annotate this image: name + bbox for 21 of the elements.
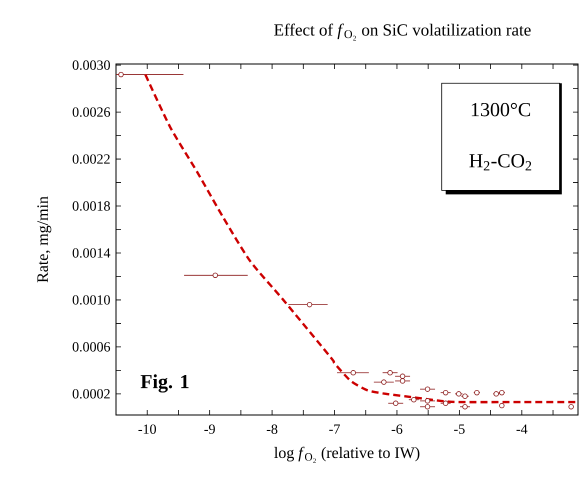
x-tick-label: -4 (516, 424, 528, 434)
y-tick-label: 0.0006 (72, 342, 110, 352)
x-tick-label: -7 (329, 424, 340, 434)
x-tick-label: -6 (392, 424, 402, 434)
x-tick-label: -10 (138, 424, 156, 434)
y-tick-label: 0.0018 (72, 201, 110, 211)
x-tick-label: -9 (204, 424, 215, 434)
y-tick-label: 0.0010 (72, 295, 110, 305)
y-tick-label: 0.0026 (72, 107, 110, 117)
y-tick-label: 0.0022 (72, 154, 110, 164)
x-tick-label: -5 (454, 424, 465, 434)
y-tick-label: 0.0002 (72, 389, 110, 399)
annotation: H$_{2}$-CO$_{2}$ (469, 154, 532, 170)
x-axis-title: log f$_{O₂}$ (relative to IW) (274, 446, 420, 463)
y-axis-title: Rate, mg/min (37, 196, 52, 282)
y-tick-label: 0.0030 (72, 60, 110, 70)
annotation: Fig. 1 (140, 374, 189, 392)
x-tick-label: -8 (266, 424, 278, 434)
annotation: 1300°C (472, 102, 530, 116)
chart-title: Effect of f$_{O₂}$ on SiC volatilization rate (274, 24, 531, 40)
y-tick-label: 0.0014 (72, 248, 110, 258)
